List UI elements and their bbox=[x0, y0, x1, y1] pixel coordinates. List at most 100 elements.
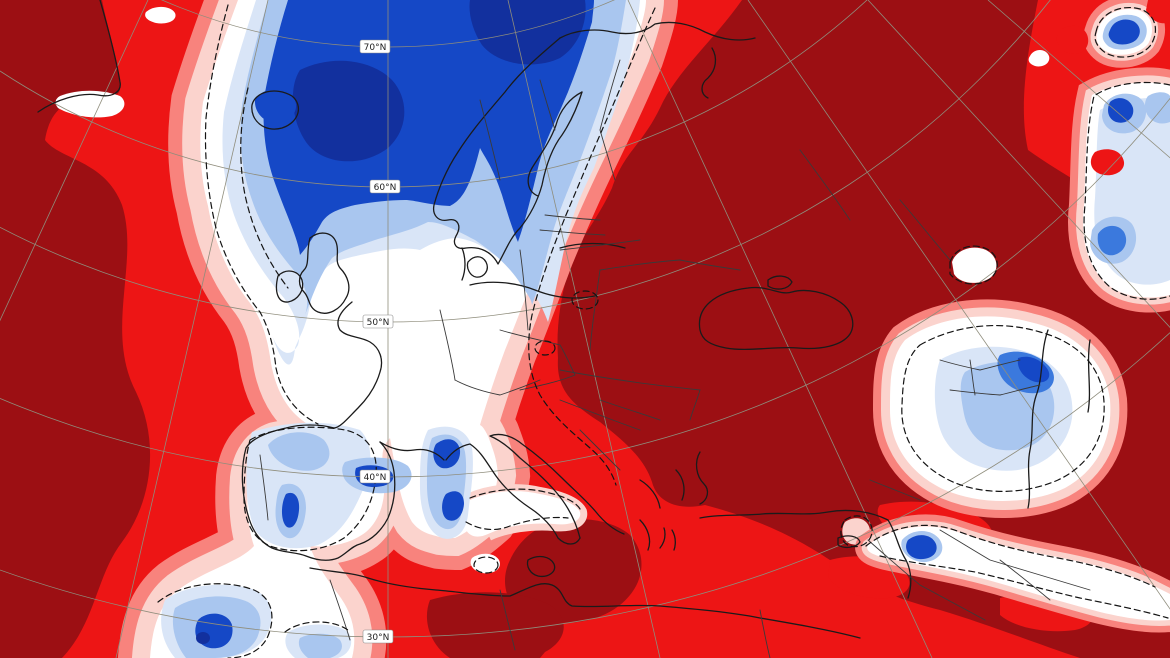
meridian-line bbox=[627, 0, 933, 658]
red-bit-ne-2 bbox=[1090, 149, 1125, 176]
contour-dashed bbox=[840, 515, 873, 548]
royal-core-sardinia bbox=[442, 491, 464, 521]
contour-dashed bbox=[204, 4, 319, 425]
right-edge-medium-core-lower bbox=[1097, 225, 1127, 256]
coast-italy-east-adriatic bbox=[489, 433, 625, 539]
cold-zone-caucasus bbox=[872, 299, 1128, 518]
border-line bbox=[454, 379, 541, 396]
sicily-band-white bbox=[463, 491, 581, 537]
border-line bbox=[599, 259, 741, 271]
coastlines bbox=[37, 0, 1091, 639]
border-line bbox=[559, 239, 641, 251]
cold-core-scandinavia bbox=[222, 0, 640, 365]
cold-patches-iberia bbox=[246, 422, 473, 549]
coast-iceland bbox=[251, 90, 300, 130]
latitude-label-70n: 70°N bbox=[364, 43, 387, 53]
cold-band-middle-east bbox=[855, 514, 1170, 633]
meridian-line bbox=[507, 0, 661, 658]
border-line bbox=[499, 329, 576, 391]
warm-region-tunisia bbox=[505, 519, 642, 623]
latitude-label-box bbox=[359, 469, 391, 484]
border-line bbox=[259, 454, 269, 521]
border-line bbox=[939, 359, 1041, 396]
latitude-label-box bbox=[362, 629, 394, 644]
white-spot-greenland-cape bbox=[55, 90, 125, 118]
contour-dashed bbox=[243, 426, 377, 552]
me-band-royal-spot bbox=[906, 535, 937, 560]
white-spot-ural bbox=[1028, 50, 1050, 67]
latitude-labels: 70°N 60°N 50°N 40°N 30°N bbox=[359, 39, 401, 644]
navy-core-norwegian-sea bbox=[292, 60, 405, 162]
meridian-line bbox=[115, 0, 269, 658]
coast-denmark bbox=[461, 247, 488, 281]
coast-baltic-south bbox=[469, 281, 596, 299]
latitude-label-box bbox=[362, 314, 394, 329]
coast-black-sea bbox=[698, 286, 854, 351]
coast-azov bbox=[767, 275, 793, 290]
royal-spot-iceland bbox=[254, 88, 297, 123]
coast-white-sea bbox=[701, 47, 717, 99]
border-line bbox=[559, 369, 621, 381]
latitude-label-40n: 40°N bbox=[364, 473, 387, 483]
border-line bbox=[439, 309, 456, 381]
contour-dashed-blob bbox=[473, 556, 499, 574]
contour-dashed bbox=[1094, 7, 1157, 58]
contour-dashed bbox=[465, 488, 582, 531]
coast-cyprus bbox=[837, 535, 861, 549]
royal-core-corsica bbox=[433, 439, 461, 469]
border-line bbox=[599, 59, 621, 181]
contour-dashed bbox=[865, 524, 1156, 588]
coast-ireland bbox=[275, 270, 304, 303]
cold-zone-sicily bbox=[55, 6, 588, 574]
coast-norway-sweden bbox=[432, 37, 583, 265]
coast-caspian-west bbox=[1027, 329, 1049, 509]
border-line bbox=[799, 149, 951, 261]
coast-north-africa bbox=[309, 567, 861, 639]
meridian-line bbox=[0, 0, 149, 322]
coast-britain bbox=[298, 232, 350, 314]
latitude-label-30n: 30°N bbox=[367, 633, 390, 643]
border-line bbox=[559, 399, 661, 471]
latitude-label-50n: 50°N bbox=[367, 318, 390, 328]
contour-dashed bbox=[949, 245, 998, 285]
royal-core-se-spain bbox=[281, 492, 300, 528]
contour-dashed bbox=[157, 583, 273, 658]
warm-region-west-atlantic bbox=[0, 0, 151, 658]
border-line bbox=[479, 99, 501, 181]
meridian-line bbox=[747, 0, 1170, 610]
coast-gulf-of-finland bbox=[559, 242, 626, 249]
contour-dashed-blob bbox=[534, 340, 556, 356]
coast-turkey-south-levant bbox=[699, 509, 912, 599]
me-band-white bbox=[867, 526, 1170, 621]
white-sliver-denmark-strait bbox=[145, 6, 176, 24]
cold-patches-northeast bbox=[1056, 0, 1170, 313]
me-band-pink-ring bbox=[861, 520, 1170, 626]
border-line bbox=[867, 539, 1051, 621]
coast-iberia bbox=[241, 424, 396, 561]
navy-dot-morocco bbox=[196, 632, 210, 644]
coast-greenland bbox=[37, 0, 121, 113]
warm-region-algeria-south bbox=[426, 592, 564, 658]
border-line bbox=[589, 269, 601, 351]
latitude-label-60n: 60°N bbox=[374, 183, 397, 193]
border-line bbox=[519, 249, 529, 331]
contour-dashed bbox=[1083, 81, 1170, 300]
coast-france-med bbox=[379, 441, 445, 461]
border-line bbox=[939, 529, 1091, 591]
contour-dashed bbox=[901, 324, 1105, 492]
coast-north-cape bbox=[559, 21, 756, 41]
meridian-line bbox=[867, 0, 1170, 328]
coast-bothnia bbox=[527, 91, 583, 197]
red-bit-ne-1 bbox=[1056, 25, 1089, 55]
contour-dashed bbox=[528, 7, 656, 486]
border-line bbox=[329, 579, 771, 658]
coast-greece-aegean bbox=[639, 469, 685, 551]
contour-dashed bbox=[284, 621, 349, 633]
light-blue-nw-spain bbox=[268, 432, 330, 471]
coast-italy-west bbox=[445, 443, 581, 545]
country-borders bbox=[259, 59, 1091, 658]
latitude-label-box bbox=[369, 179, 401, 194]
white-spot-volga bbox=[952, 247, 997, 283]
